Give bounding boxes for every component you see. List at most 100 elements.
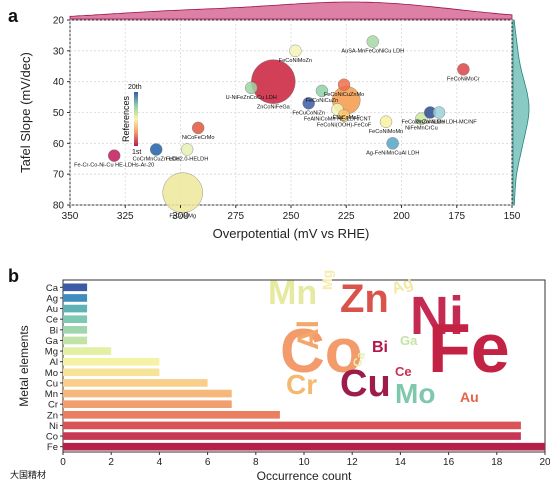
bar [63,389,232,398]
data-point [302,97,315,110]
x-tick-label: 225 [338,211,355,222]
data-point-label: NiFeMnCrCu [405,126,438,132]
data-point [337,109,351,122]
x-tick-label: 300 [172,211,189,222]
wordcloud-word: Ag [390,274,416,297]
data-point-label: NiCoFeCrMo [182,135,215,141]
data-point-label: ENiCoMnF [333,115,361,121]
wordcloud-word: Ce [395,364,412,379]
data-point [162,172,203,213]
wordcloud-word: Cr [286,369,317,400]
top-density-plot [69,1,513,20]
wordcloud-word: Bi [372,339,388,356]
bar [63,421,521,430]
x-tick-label: 12 [347,457,359,468]
data-point-label: AuSA-MnFeCoNiCu LDH [341,49,404,55]
panel-label-a: a [8,6,19,26]
x-tick-label: 6 [205,457,211,468]
bar [63,368,160,377]
data-point [289,44,302,58]
category-label: Cu [46,378,58,389]
data-point [457,63,470,76]
wordcloud-word: Ga [400,333,418,348]
scatter-x-axis-label: Overpotential (mV vs RHE) [213,226,370,241]
category-label: Fe [47,442,58,453]
right-density-area [512,19,530,206]
x-tick-label: 200 [393,211,410,222]
bar [63,347,112,355]
wordcloud-word: Cu [340,363,391,405]
wordcloud-word: Ca [350,350,369,370]
data-point-label: FeAlNiCoMn HE-LDH/CNT [304,116,372,122]
category-label: Al [50,357,58,368]
category-label: Cr [48,400,58,411]
bar [63,432,521,440]
y-tick-label: 40 [53,77,65,88]
wordcloud-word: Al [292,320,325,350]
category-label: Zn [47,410,58,421]
x-tick-label: 325 [117,211,134,222]
y-tick-label: 70 [53,170,65,181]
data-point [107,149,121,162]
bar [63,442,545,451]
x-tick-label: 2 [108,457,114,468]
data-point-label: Ag-FeNiMnCuAl LDH [366,150,419,156]
x-tick-label: 18 [491,457,503,468]
bar [63,315,88,324]
colorbar-bottom-label: 1st [132,149,141,156]
data-point [366,35,379,48]
x-tick-label: 8 [253,457,259,468]
x-tick-label: 16 [443,457,455,468]
data-point-label: U-NiFeZnCoCu LDH [226,95,277,101]
x-tick-label: 250 [283,211,300,222]
y-tick-label: 20 [53,16,65,27]
colorbar-top-label: 20th [128,84,142,91]
data-point [149,143,163,156]
bar [63,283,88,292]
category-label: Mg [45,347,58,358]
data-point-label: FeCuCoNiZn [292,110,325,116]
data-point [379,115,393,128]
top-density-area [69,1,513,20]
category-label: Ag [46,293,58,304]
data-point [432,106,446,119]
data-point [180,143,194,156]
data-point [415,112,428,125]
panel-label-b: b [8,266,19,286]
data-point-label: FeCoNiMoMn [369,129,404,135]
category-label: Ca [46,283,59,294]
data-point-label: CoCrMnCuZn LDH [133,157,180,163]
scatter-y-axis-label: Tafel Slope (mV/dec) [18,52,33,173]
y-tick-label: 50 [53,108,65,119]
wordcloud-word: Mg [319,270,335,290]
bar [63,400,232,409]
x-tick-label: 20 [539,457,550,468]
data-point-label: ZnCoNiLDH [415,120,445,126]
data-point [245,81,258,95]
x-tick-label: 150 [504,211,521,222]
x-tick-label: 275 [227,211,244,222]
y-tick-label: 30 [53,46,65,57]
category-label: Co [46,432,58,443]
data-point-label: FeCoNiMg [169,214,196,220]
y-tick-label: 80 [53,201,65,212]
wordcloud-word: Mo [395,378,435,409]
watermark: 大国精材 [10,469,46,480]
scatter-points [107,35,470,213]
y-tick-label: 60 [53,139,65,150]
references-colorbar: 20th 1st References [121,84,142,156]
bar [63,410,280,419]
data-point-label: FeCoNiCuZn [306,98,339,104]
category-label: Mn [45,389,58,400]
category-label: Au [46,304,58,315]
category-label: Ga [45,336,58,347]
bar-x-axis-label: Occurrence count [257,469,352,483]
data-point [315,84,329,98]
wordcloud-word: Mn [268,274,317,312]
colorbar-gradient [134,92,138,146]
